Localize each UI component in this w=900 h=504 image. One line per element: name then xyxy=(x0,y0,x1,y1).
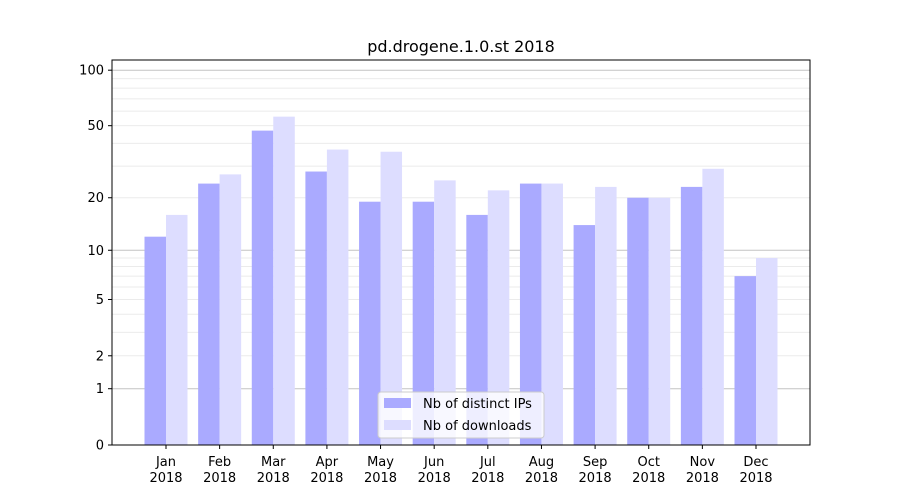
y-tick-label: 5 xyxy=(96,293,104,308)
y-tick-label: 0 xyxy=(96,439,104,454)
bar-ips-jan xyxy=(144,236,166,445)
x-tick-label-month: Jun xyxy=(423,455,444,470)
x-tick-label-year: 2018 xyxy=(310,471,343,486)
bar-downloads-sep xyxy=(595,186,617,445)
x-tick-label-year: 2018 xyxy=(525,471,558,486)
x-tick-label-month: Jan xyxy=(155,455,176,470)
bar-ips-apr xyxy=(305,171,327,446)
x-tick-label-year: 2018 xyxy=(364,471,397,486)
bar-ips-jul xyxy=(466,214,488,445)
x-tick-label-month: Jul xyxy=(479,455,496,470)
bar-ips-feb xyxy=(198,183,220,446)
x-tick-label-year: 2018 xyxy=(203,471,236,486)
bar-downloads-mar xyxy=(273,116,295,446)
bar-ips-aug xyxy=(519,183,542,446)
bar-ips-mar xyxy=(251,130,274,445)
x-tick-label-year: 2018 xyxy=(257,471,290,486)
bar-downloads-jan xyxy=(166,214,188,445)
legend: Nb of distinct IPs Nb of downloads xyxy=(377,391,545,439)
legend-swatch-downloads xyxy=(384,420,411,430)
plot-frame xyxy=(111,59,811,446)
bar-ips-sep xyxy=(573,225,596,445)
y-tick-label: 2 xyxy=(96,349,104,364)
chart-title: pd.drogene.1.0.st 2018 xyxy=(367,37,555,56)
x-tick-label-month: Dec xyxy=(743,455,768,470)
bar-downloads-apr xyxy=(326,149,349,445)
bar-ips-dec xyxy=(734,276,756,445)
x-tick-label-year: 2018 xyxy=(579,471,612,486)
y-tick-label: 1 xyxy=(96,382,104,397)
x-tick-label-month: Feb xyxy=(208,455,231,470)
bar-downloads-dec xyxy=(756,258,778,445)
x-tick-label-month: Sep xyxy=(583,455,608,470)
x-tick-label-month: Mar xyxy=(261,455,286,470)
y-tick-label: 50 xyxy=(87,119,104,134)
bar-downloads-jun xyxy=(434,180,456,446)
y-tick-label: 20 xyxy=(87,191,104,206)
y-tick-label: 10 xyxy=(87,244,104,259)
x-tick-label-year: 2018 xyxy=(686,471,719,486)
bar-downloads-jul xyxy=(487,190,510,445)
x-tick-label-year: 2018 xyxy=(471,471,504,486)
y-tick-label: 100 xyxy=(79,64,104,79)
bar-downloads-aug xyxy=(541,183,563,446)
x-tick-label-year: 2018 xyxy=(739,471,772,486)
x-tick-label-month: Oct xyxy=(637,455,659,470)
bar-ips-may xyxy=(359,201,381,445)
legend-swatch-ips xyxy=(384,398,411,408)
x-tick-label-month: Nov xyxy=(690,455,716,470)
legend-label-ips: Nb of distinct IPs xyxy=(423,397,532,412)
x-tick-label-month: May xyxy=(367,455,394,470)
bar-downloads-oct xyxy=(648,197,671,445)
legend-label-downloads: Nb of downloads xyxy=(423,419,532,434)
bar-ips-jun xyxy=(412,201,435,445)
legend-box xyxy=(377,391,545,439)
x-tick-label-month: Aug xyxy=(529,455,554,470)
x-tick-label-year: 2018 xyxy=(149,471,182,486)
bar-ips-oct xyxy=(627,197,649,445)
bar-downloads-may xyxy=(380,151,403,445)
x-tick-label-month: Apr xyxy=(316,455,339,470)
x-tick-label-year: 2018 xyxy=(632,471,665,486)
bar-ips-nov xyxy=(680,186,703,445)
x-tick-label-year: 2018 xyxy=(418,471,451,486)
bar-downloads-nov xyxy=(702,168,724,445)
bar-downloads-feb xyxy=(219,174,242,445)
